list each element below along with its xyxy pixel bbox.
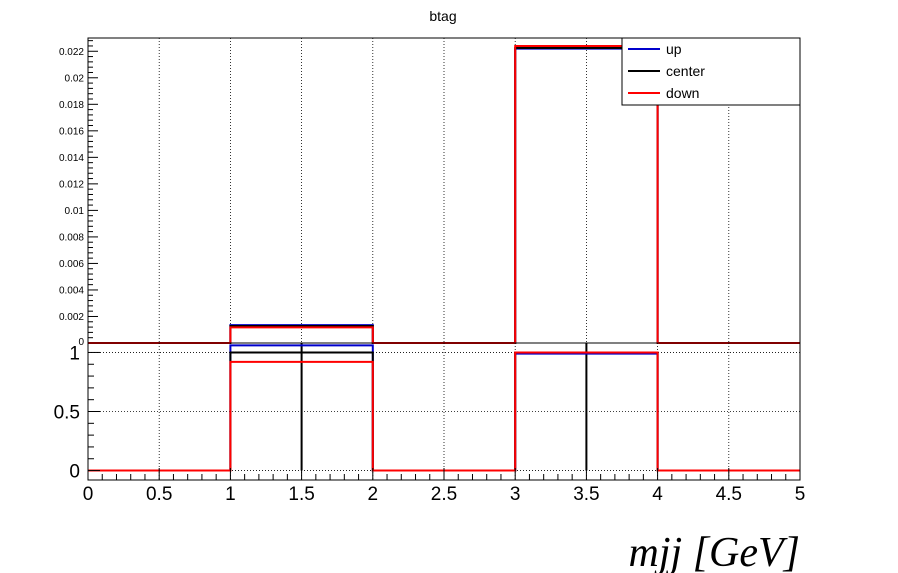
x-tick-label: 1 xyxy=(225,484,236,505)
y-tick-label: 0.008 xyxy=(59,232,84,243)
x-tick-label: 1.5 xyxy=(288,484,314,505)
y-tick-label: 0.022 xyxy=(59,47,84,58)
y-tick-label: 1 xyxy=(69,343,80,364)
y-tick-label: 0.012 xyxy=(59,179,84,190)
x-tick-label: 3 xyxy=(510,484,521,505)
x-tick-label: 2.5 xyxy=(431,484,457,505)
bottom-grid xyxy=(88,343,800,480)
bottom-panel: 00.51 0 0.5 1 1.5 2 2.5 3 3.5 4 4.5 5 xyxy=(54,342,806,505)
legend-center-label: center xyxy=(666,63,705,79)
y-tick-label: 0.016 xyxy=(59,126,84,137)
y-tick-label: 0.018 xyxy=(59,100,84,111)
y-tick-label: 0.02 xyxy=(65,73,85,84)
x-tick-label: 2 xyxy=(368,484,379,505)
x-tick-label: 4 xyxy=(652,484,663,505)
bottom-error-bars xyxy=(300,343,588,471)
x-axis: 0 0.5 1 1.5 2 2.5 3 3.5 4 4.5 5 xyxy=(83,468,806,505)
legend-down-label: down xyxy=(666,85,699,101)
x-tick-label: 3.5 xyxy=(573,484,599,505)
bottom-y-axis: 00.51 xyxy=(54,343,100,483)
y-tick-label: 0.01 xyxy=(65,206,85,217)
chart-title: btag xyxy=(429,8,456,24)
y-tick-label-zero: 0 xyxy=(78,337,84,348)
y-tick-label: 0.014 xyxy=(59,153,84,164)
legend: up center down xyxy=(621,37,801,106)
y-tick-label: 0.5 xyxy=(54,403,80,424)
x-axis-label: mjj [GeV] xyxy=(629,530,801,573)
x-tick-label: 5 xyxy=(795,484,806,505)
x-tick-label: 0.5 xyxy=(146,484,172,505)
y-tick-label: 0.004 xyxy=(59,285,84,296)
x-tick-label: 4.5 xyxy=(716,484,742,505)
x-tick-label: 0 xyxy=(83,484,94,505)
y-tick-label: 0.006 xyxy=(59,259,84,270)
y-tick-label: 0.002 xyxy=(59,312,84,323)
bottom-frame xyxy=(87,342,801,481)
legend-up-label: up xyxy=(666,41,682,57)
top-y-axis: 0.002 0.004 0.006 0.008 0.01 0.012 0.014 0.016 0… xyxy=(59,40,98,348)
y-tick-label: 0 xyxy=(69,462,80,483)
legend-items: up center down xyxy=(628,41,705,101)
